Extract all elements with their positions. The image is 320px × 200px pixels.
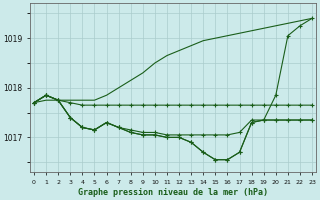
X-axis label: Graphe pression niveau de la mer (hPa): Graphe pression niveau de la mer (hPa) <box>78 188 268 197</box>
